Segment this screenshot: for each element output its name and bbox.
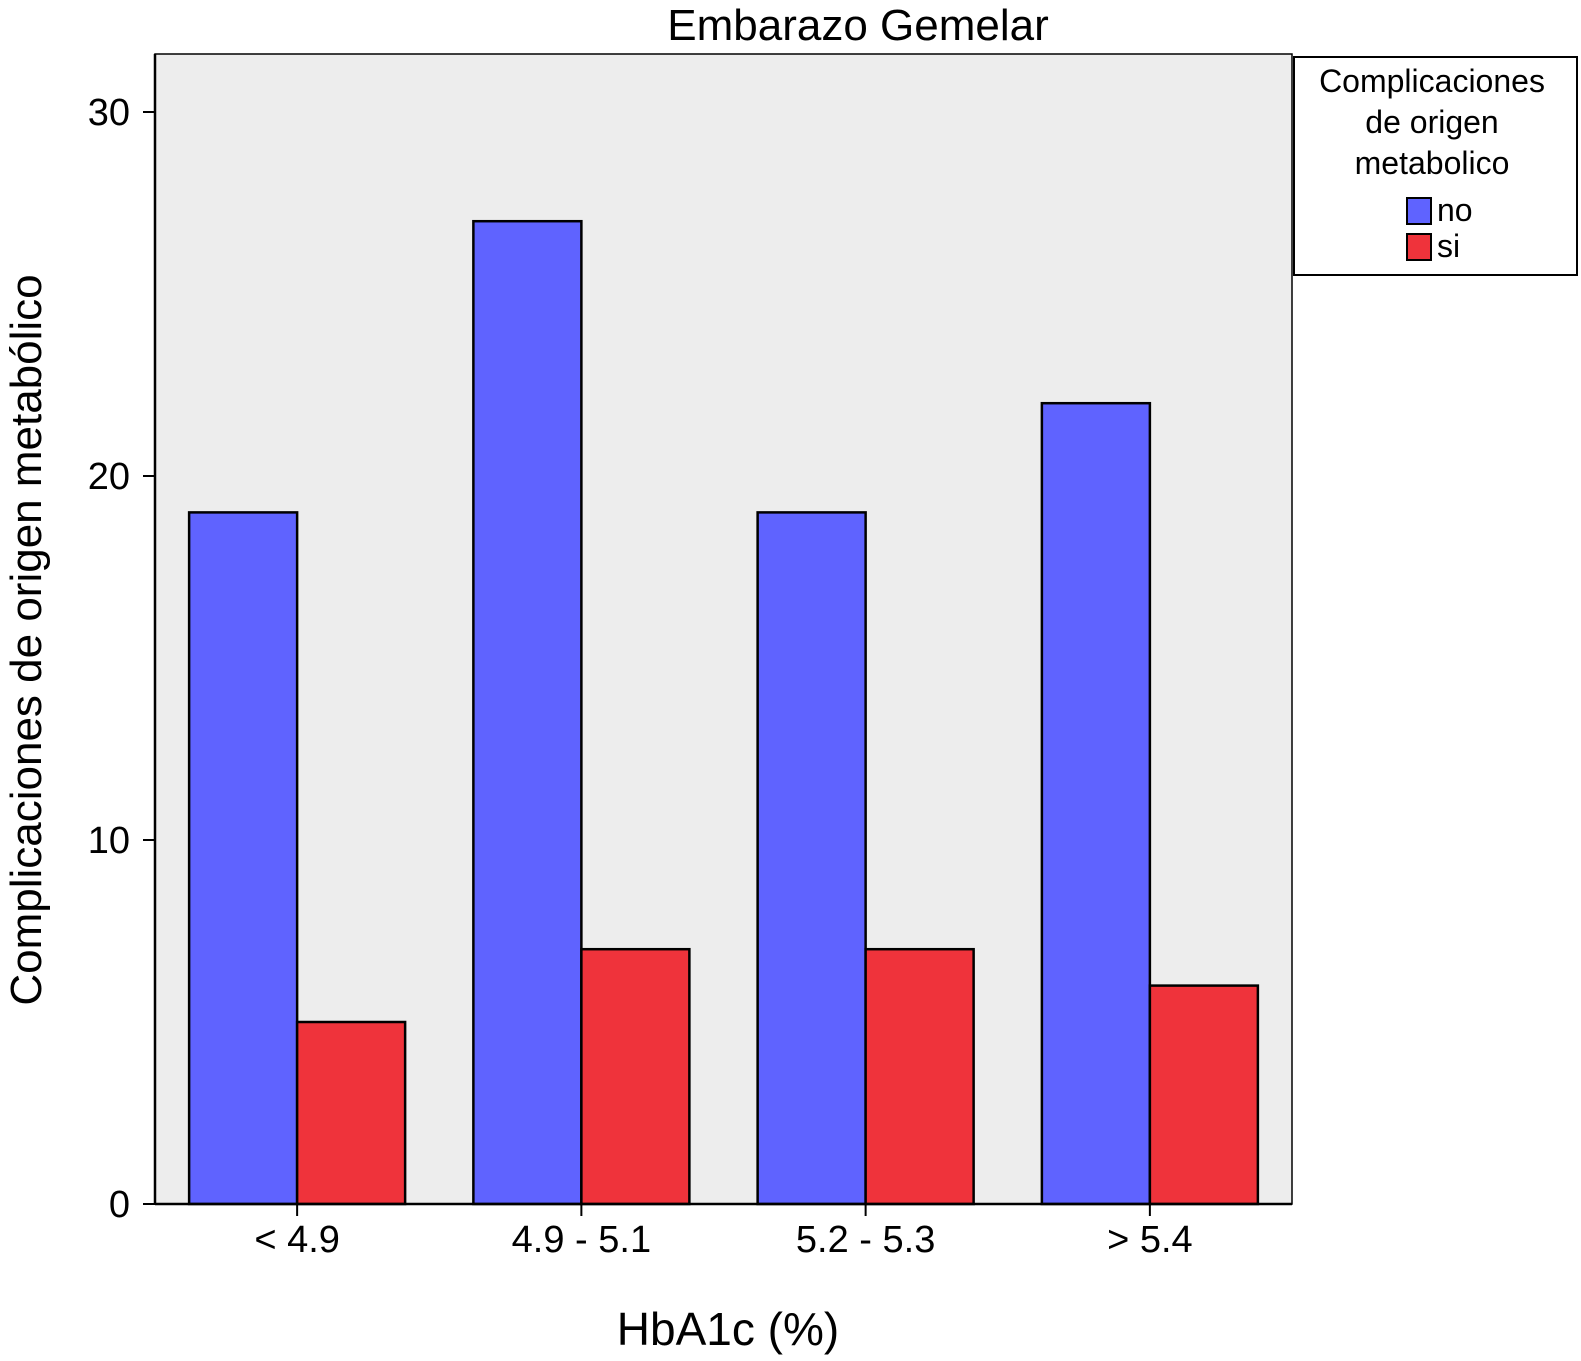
bar-si-0 xyxy=(295,1020,407,1206)
bar-no-2 xyxy=(756,511,867,1206)
bars-group xyxy=(187,219,1260,1206)
y-tick-label-1: 10 xyxy=(88,820,130,862)
legend-title-line-3: metabolico xyxy=(1355,145,1510,181)
bar-no-3 xyxy=(1040,401,1152,1206)
x-axis-title: HbA1c (%) xyxy=(617,1303,839,1355)
x-tick-label-0: < 4.9 xyxy=(254,1219,340,1261)
legend-title-line-1: Complicaciones xyxy=(1319,63,1545,99)
bar-no-1 xyxy=(472,219,583,1206)
y-tick-label-2: 20 xyxy=(88,456,130,498)
chart-title: Embarazo Gemelar xyxy=(667,1,1048,50)
legend-swatch-si xyxy=(1406,233,1432,261)
y-tick-label-0: 0 xyxy=(109,1184,130,1226)
legend-swatch-no xyxy=(1406,197,1432,225)
legend-title-line-2: de origen xyxy=(1365,104,1498,140)
legend-box xyxy=(1293,56,1578,276)
x-tick-label-2: 5.2 - 5.3 xyxy=(796,1219,935,1261)
legend-label-no: no xyxy=(1437,192,1473,228)
y-axis: 0 10 20 30 xyxy=(88,54,157,1226)
x-tick-label-1: 4.9 - 5.1 xyxy=(512,1219,651,1261)
x-tick-label-3: > 5.4 xyxy=(1107,1219,1193,1261)
bar-si-3 xyxy=(1148,984,1260,1206)
y-tick-label-3: 30 xyxy=(88,92,130,134)
bar-no-0 xyxy=(187,511,299,1206)
bar-si-2 xyxy=(864,947,975,1206)
y-axis-title: Complicaciones de origen metabólico xyxy=(2,274,51,1005)
legend-label-si: si xyxy=(1437,228,1460,264)
bar-si-1 xyxy=(580,947,691,1206)
x-axis: < 4.9 4.9 - 5.1 5.2 - 5.3 > 5.4 xyxy=(155,1202,1292,1261)
